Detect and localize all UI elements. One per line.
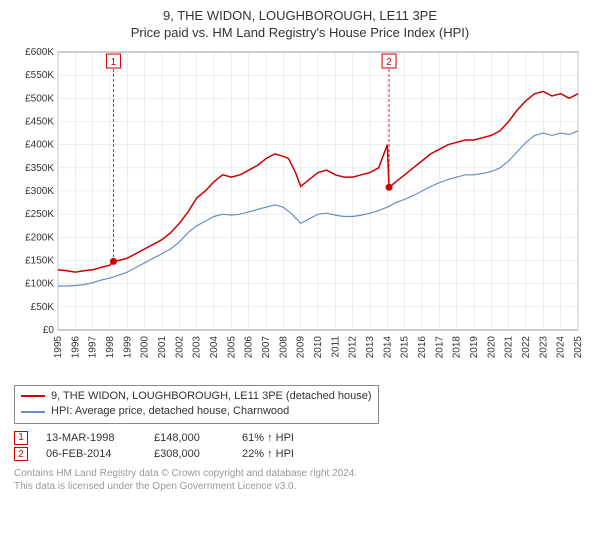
svg-text:2023: 2023	[538, 335, 549, 358]
transaction-delta: 22% ↑ HPI	[242, 446, 294, 463]
transaction-row: 2 06-FEB-2014 £308,000 22% ↑ HPI	[14, 446, 586, 463]
transaction-row: 1 13-MAR-1998 £148,000 61% ↑ HPI	[14, 430, 586, 447]
svg-text:£100K: £100K	[25, 278, 54, 289]
legend-row: HPI: Average price, detached house, Char…	[21, 404, 372, 419]
svg-text:2014: 2014	[382, 335, 393, 358]
svg-text:2015: 2015	[400, 335, 411, 358]
legend-label: 9, THE WIDON, LOUGHBOROUGH, LE11 3PE (de…	[51, 389, 372, 404]
svg-text:2021: 2021	[504, 335, 515, 358]
svg-text:£500K: £500K	[25, 93, 54, 104]
svg-text:£350K: £350K	[25, 163, 54, 174]
legend-row: 9, THE WIDON, LOUGHBOROUGH, LE11 3PE (de…	[21, 389, 372, 404]
svg-text:1999: 1999	[122, 335, 133, 358]
svg-text:1998: 1998	[105, 335, 116, 358]
svg-text:2018: 2018	[452, 335, 463, 358]
svg-text:£400K: £400K	[25, 139, 54, 150]
svg-text:1997: 1997	[88, 335, 99, 358]
legend-swatch	[21, 411, 45, 413]
svg-text:2013: 2013	[365, 335, 376, 358]
svg-text:1996: 1996	[70, 335, 81, 358]
transaction-list: 1 13-MAR-1998 £148,000 61% ↑ HPI 2 06-FE…	[14, 430, 586, 463]
line-chart-svg: £0 £50K £100K £150K £200K £250K £300K £350K £400…	[14, 46, 586, 376]
svg-text:1995: 1995	[53, 335, 64, 358]
svg-text:2008: 2008	[278, 335, 289, 358]
credit-line: This data is licensed under the Open Gov…	[14, 480, 586, 493]
transaction-price: £148,000	[154, 430, 224, 447]
credit-line: Contains HM Land Registry data © Crown c…	[14, 467, 586, 480]
transaction-delta: 61% ↑ HPI	[242, 430, 294, 447]
svg-text:2004: 2004	[209, 335, 220, 358]
marker-badge: 2	[14, 447, 28, 461]
svg-text:2017: 2017	[434, 335, 445, 358]
transaction-date: 13-MAR-1998	[46, 430, 136, 447]
svg-text:2010: 2010	[313, 335, 324, 358]
transaction-date: 06-FEB-2014	[46, 446, 136, 463]
svg-text:£250K: £250K	[25, 209, 54, 220]
legend-label: HPI: Average price, detached house, Char…	[51, 404, 289, 419]
svg-text:£450K: £450K	[25, 116, 54, 127]
svg-text:£550K: £550K	[25, 70, 54, 81]
svg-text:2002: 2002	[174, 335, 185, 358]
svg-text:£200K: £200K	[25, 232, 54, 243]
svg-text:2009: 2009	[296, 335, 307, 358]
svg-text:1: 1	[111, 57, 117, 68]
svg-text:2025: 2025	[573, 335, 584, 358]
svg-text:2022: 2022	[521, 335, 532, 358]
svg-text:£300K: £300K	[25, 186, 54, 197]
svg-text:2019: 2019	[469, 335, 480, 358]
svg-text:2020: 2020	[486, 335, 497, 358]
svg-text:2003: 2003	[192, 335, 203, 358]
chart-plot-area: £0 £50K £100K £150K £200K £250K £300K £350K £400…	[14, 46, 586, 379]
marker-badge: 1	[14, 431, 28, 445]
svg-text:£150K: £150K	[25, 255, 54, 266]
legend-box: 9, THE WIDON, LOUGHBOROUGH, LE11 3PE (de…	[14, 385, 379, 424]
svg-text:2006: 2006	[244, 335, 255, 358]
svg-text:2011: 2011	[330, 335, 341, 357]
svg-text:2007: 2007	[261, 335, 272, 358]
svg-text:2: 2	[386, 57, 392, 68]
svg-text:2001: 2001	[157, 335, 168, 358]
credit-text: Contains HM Land Registry data © Crown c…	[14, 467, 586, 493]
transaction-price: £308,000	[154, 446, 224, 463]
chart-container: 9, THE WIDON, LOUGHBOROUGH, LE11 3PE Pri…	[0, 0, 600, 560]
svg-text:2012: 2012	[348, 335, 359, 358]
svg-text:2000: 2000	[140, 335, 151, 358]
svg-text:2005: 2005	[226, 335, 237, 358]
svg-text:2024: 2024	[556, 335, 567, 358]
legend-swatch	[21, 395, 45, 397]
svg-text:£0: £0	[43, 325, 55, 336]
chart-title-line1: 9, THE WIDON, LOUGHBOROUGH, LE11 3PE	[14, 8, 586, 25]
svg-text:£50K: £50K	[31, 302, 55, 313]
svg-text:2016: 2016	[417, 335, 428, 358]
chart-title-line2: Price paid vs. HM Land Registry's House …	[14, 25, 586, 42]
svg-text:£600K: £600K	[25, 47, 54, 58]
